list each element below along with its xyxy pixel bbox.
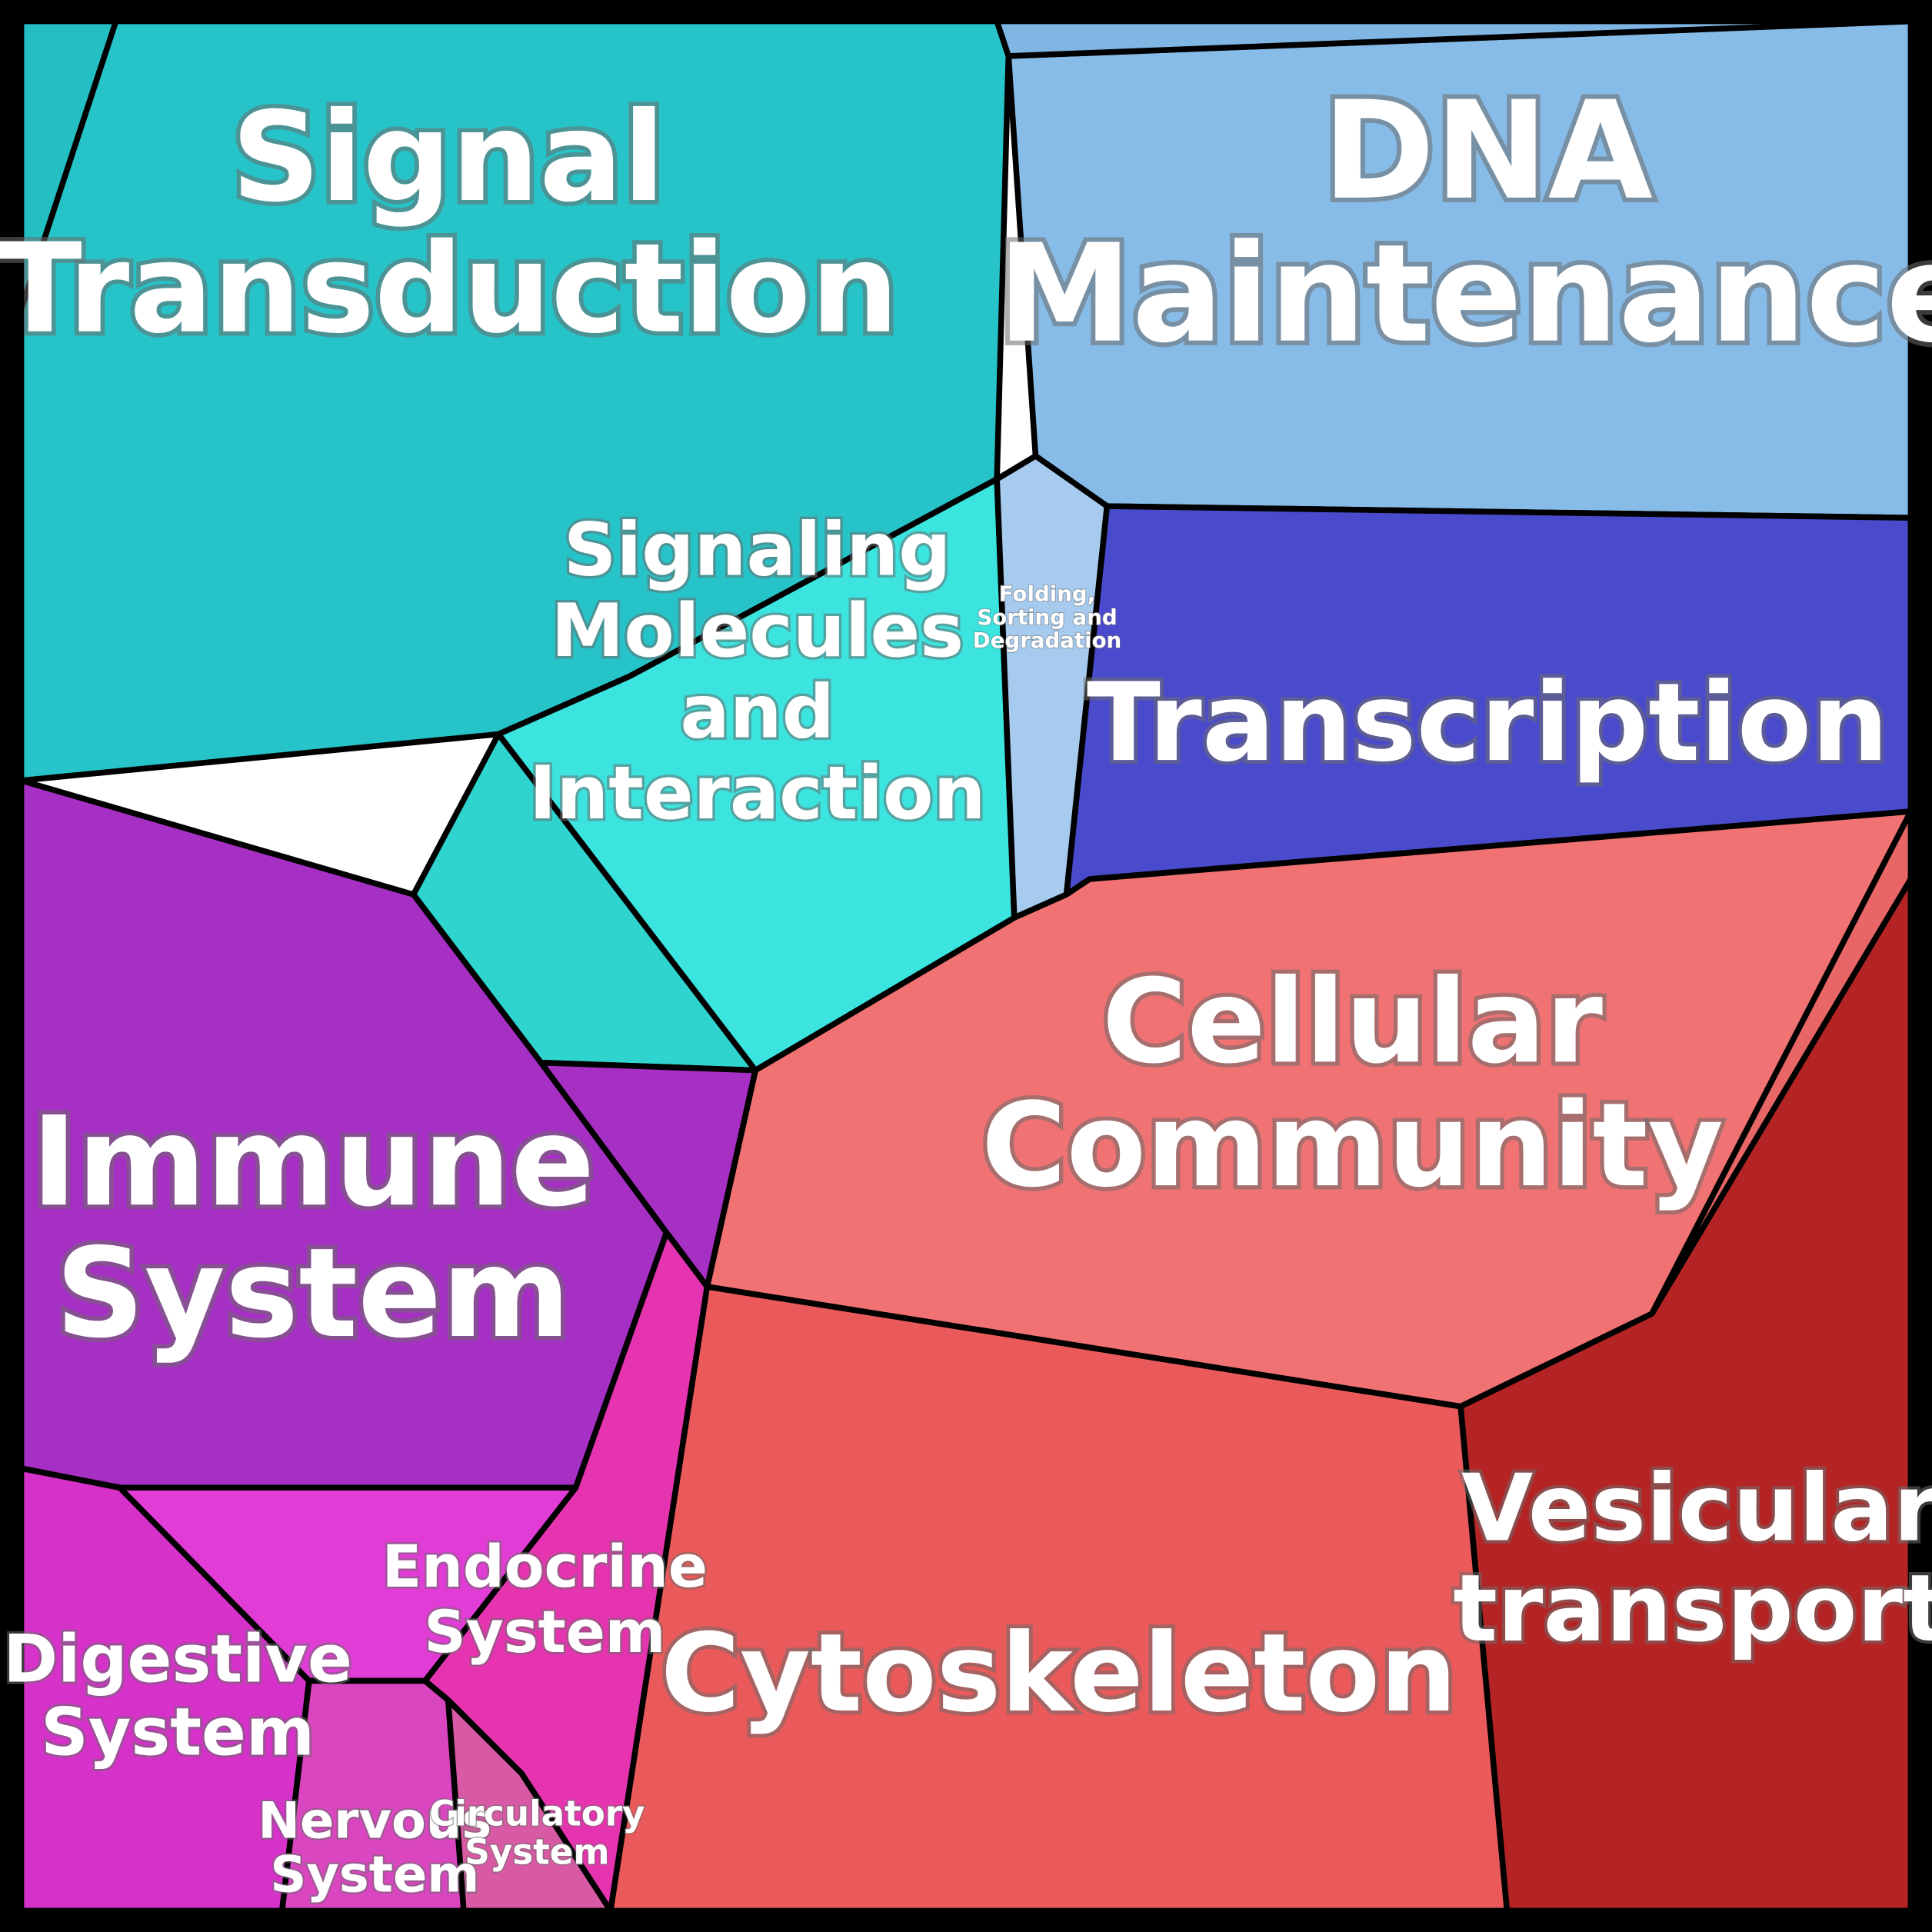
label-cytoskeleton: Cytoskeleton — [661, 1611, 1457, 1737]
label-transcription: Transcription — [1087, 660, 1889, 786]
label-signaling-molecules: SignalingMoleculesandInteraction — [529, 506, 986, 836]
label-endocrine-system: EndocrineSystem — [382, 1533, 708, 1666]
label-vesicular-transport: Vesiculartransport — [1453, 1455, 1932, 1664]
label-digestive-system: DigestiveSystem — [3, 1621, 352, 1770]
voronoi-treemap: SignalTransductionSignalingMoleculesandI… — [0, 0, 1932, 1932]
label-immune-system: ImmuneSystem — [32, 1090, 595, 1365]
